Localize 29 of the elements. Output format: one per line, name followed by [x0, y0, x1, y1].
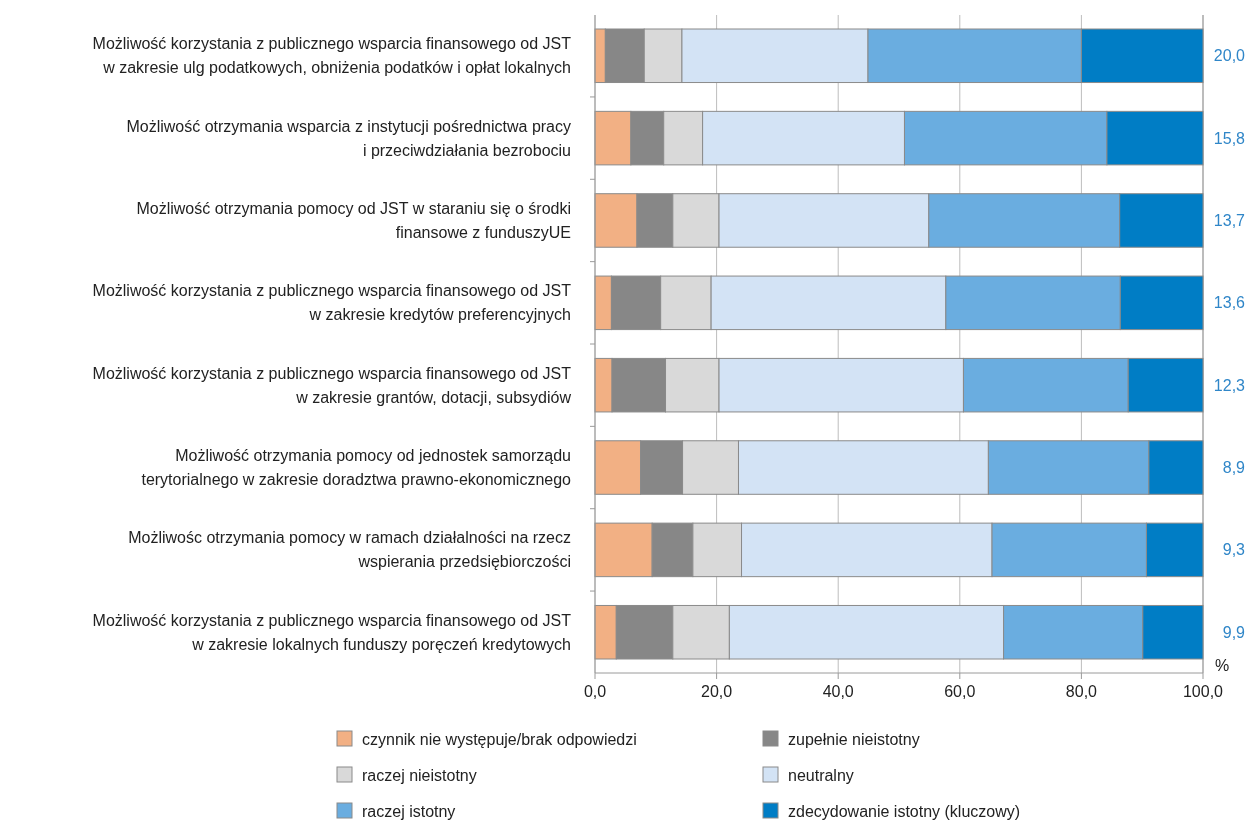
y-tick-label: Możliwość korzystania z publicznego wsparcia finansowego od JST w zakresie grantów, dotacji, subsydiów: [92, 364, 572, 406]
x-tick-label: 60,0: [944, 683, 976, 700]
legend-label: czynnik nie występuje/brak odpowiedzi: [362, 730, 637, 748]
data-label: 9,3: [1222, 541, 1246, 559]
y-tick-label: Możliwość korzystania z publicznego wsparcia finansowego od JST w zakresie kredytów preferencyjnych: [92, 282, 572, 324]
y-tick-label: Możliwość otrzymania pomocy od JST w staraniu się o środki finansowe z funduszyUE: [136, 200, 571, 242]
text: %: [1215, 657, 1230, 674]
legend-label: raczej istotny: [362, 802, 456, 820]
y-tick-label: Możliwość korzystania z publicznego wsparcia finansowego od JST w zakresie lokalnych funduszy poręczeń kredytowych: [92, 611, 572, 653]
data-label: 13,7: [1213, 212, 1246, 230]
x-tick-label: 0,0: [583, 683, 607, 700]
legend-label: neutralny: [788, 766, 854, 784]
y-tick-label: Możliwość otrzymania pomocy od jednostek samorządu terytorialnego w zakresie doradztwa prawno-ekonomicznego: [141, 447, 572, 489]
y-tick-label: Możliwośc otrzymania pomocy w ramach działalności na rzecz wspierania przedsiębiorczości: [128, 529, 571, 571]
y-tick-label: Możliwość otrzymania wsparcia z instytucji pośrednictwa pracy i przeciwdziałania bezrobociu: [126, 117, 571, 159]
data-label: 12,3: [1213, 376, 1246, 394]
legend-label: zdecydowanie istotny (kluczowy): [788, 802, 1021, 820]
x-tick-label: 20,0: [701, 683, 733, 700]
x-tick-label: 100,0: [1182, 683, 1224, 700]
x-tick-label: 40,0: [822, 683, 854, 700]
y-tick-label: Możliwość korzystania z publicznego wsparcia finansowego od JST w zakresie ulg podatkowych, obniżenia podatków i opłat lokalnych: [92, 35, 572, 77]
data-label: 9,9: [1222, 623, 1246, 641]
x-tick-label: 80,0: [1065, 683, 1098, 700]
data-label: 13,6: [1213, 294, 1246, 312]
legend-label: raczej nieistotny: [362, 766, 477, 784]
legend-label: zupełnie nieistotny: [788, 730, 920, 748]
data-label: 8,9: [1222, 459, 1246, 477]
data-label: 15,8: [1213, 129, 1246, 147]
data-label: 20,0: [1213, 47, 1246, 65]
